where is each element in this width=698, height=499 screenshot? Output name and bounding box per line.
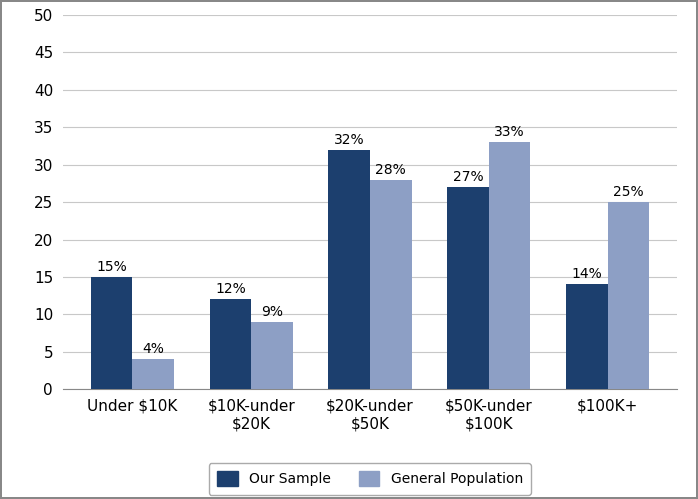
Bar xyxy=(566,284,607,389)
Text: 9%: 9% xyxy=(261,305,283,319)
Text: 33%: 33% xyxy=(494,125,525,139)
Text: 32%: 32% xyxy=(334,133,364,147)
Bar xyxy=(251,322,292,389)
Bar xyxy=(328,150,370,389)
Text: 25%: 25% xyxy=(613,185,644,199)
Legend: Our Sample, General Population: Our Sample, General Population xyxy=(209,463,531,495)
Text: 4%: 4% xyxy=(142,342,164,356)
Text: 14%: 14% xyxy=(572,267,602,281)
Text: 15%: 15% xyxy=(96,260,127,274)
Text: 12%: 12% xyxy=(215,282,246,296)
Bar xyxy=(209,299,251,389)
Bar xyxy=(607,202,649,389)
Text: 28%: 28% xyxy=(376,163,406,177)
Bar xyxy=(447,187,489,389)
Bar xyxy=(133,359,174,389)
Bar xyxy=(370,180,412,389)
Text: 27%: 27% xyxy=(452,170,483,184)
Bar xyxy=(91,277,133,389)
Bar xyxy=(489,142,530,389)
